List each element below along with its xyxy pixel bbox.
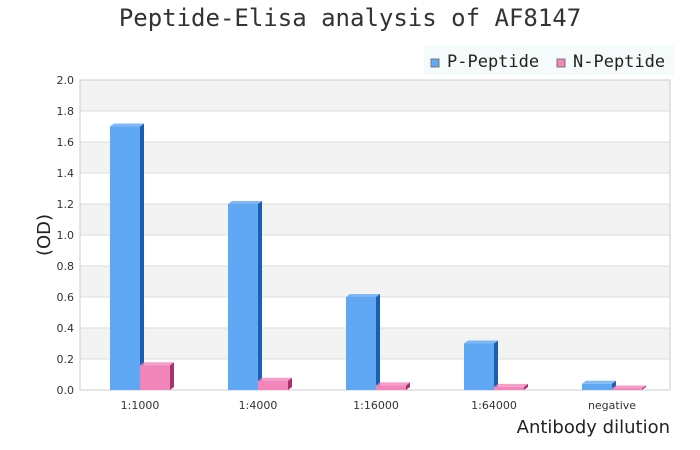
legend-label-n: N-Peptide [573,52,665,72]
y-tick-label: 1.8 [57,105,75,118]
bar-top [494,383,528,387]
bar-top [228,201,262,204]
bar-n-peptide-1:1000 [140,365,170,390]
bar-top [140,362,174,366]
bar-top [376,382,410,386]
y-tick-label: 0.6 [57,291,75,304]
bar-p-peptide-1:4000 [228,204,258,390]
x-axis-label: Antibody dilution [517,417,670,438]
bar-side [258,201,262,390]
bar-top [346,294,380,297]
x-tick-label: 1:1000 [121,399,160,412]
y-axis-label: (OD) [34,214,55,256]
bar-top [258,377,292,381]
bar-p-peptide-negative [582,383,612,390]
bar-top [582,380,616,384]
bar-side [406,382,410,390]
chart-title: Peptide-Elisa analysis of AF8147 [119,4,581,32]
grid-band [80,204,670,235]
bar-n-peptide-1:64000 [494,386,524,390]
bar-p-peptide-1:1000 [110,126,140,390]
x-tick-label: 1:4000 [239,399,278,412]
bar-side [288,377,292,390]
bar-side [376,294,380,390]
bar-side [642,385,646,390]
legend [424,45,674,75]
x-tick-label: 1:64000 [471,399,517,412]
y-tick-label: 0.8 [57,260,75,273]
y-tick-label: 1.4 [57,167,75,180]
grid-band [80,173,670,204]
grid-band [80,111,670,142]
bar-top [612,385,646,389]
y-tick-label: 1.0 [57,229,75,242]
y-tick-label: 1.2 [57,198,75,211]
bar-top [464,340,498,344]
bar-side [494,340,498,390]
grid-band [80,142,670,173]
grid-band [80,235,670,266]
y-tick-label: 1.6 [57,136,75,149]
grid-band [80,80,670,111]
y-tick-label: 0.0 [57,384,75,397]
y-tick-label: 0.4 [57,322,75,335]
x-tick-label: negative [588,399,636,412]
bar-n-peptide-1:4000 [258,380,288,390]
bar-n-peptide-negative [612,388,642,390]
bar-p-peptide-1:16000 [346,297,376,390]
grid-band [80,266,670,297]
legend-label-p: P-Peptide [447,52,539,72]
bar-n-peptide-1:16000 [376,385,406,390]
bar-side [170,362,174,390]
bar-top [110,123,144,127]
bar-side [524,383,528,390]
y-tick-label: 0.2 [57,353,75,366]
bar-side [140,123,144,390]
y-tick-label: 2.0 [57,74,75,87]
x-tick-label: 1:16000 [353,399,399,412]
bar-p-peptide-1:64000 [464,343,494,390]
legend-swatch-n [556,58,566,68]
legend-swatch-p [430,58,440,68]
